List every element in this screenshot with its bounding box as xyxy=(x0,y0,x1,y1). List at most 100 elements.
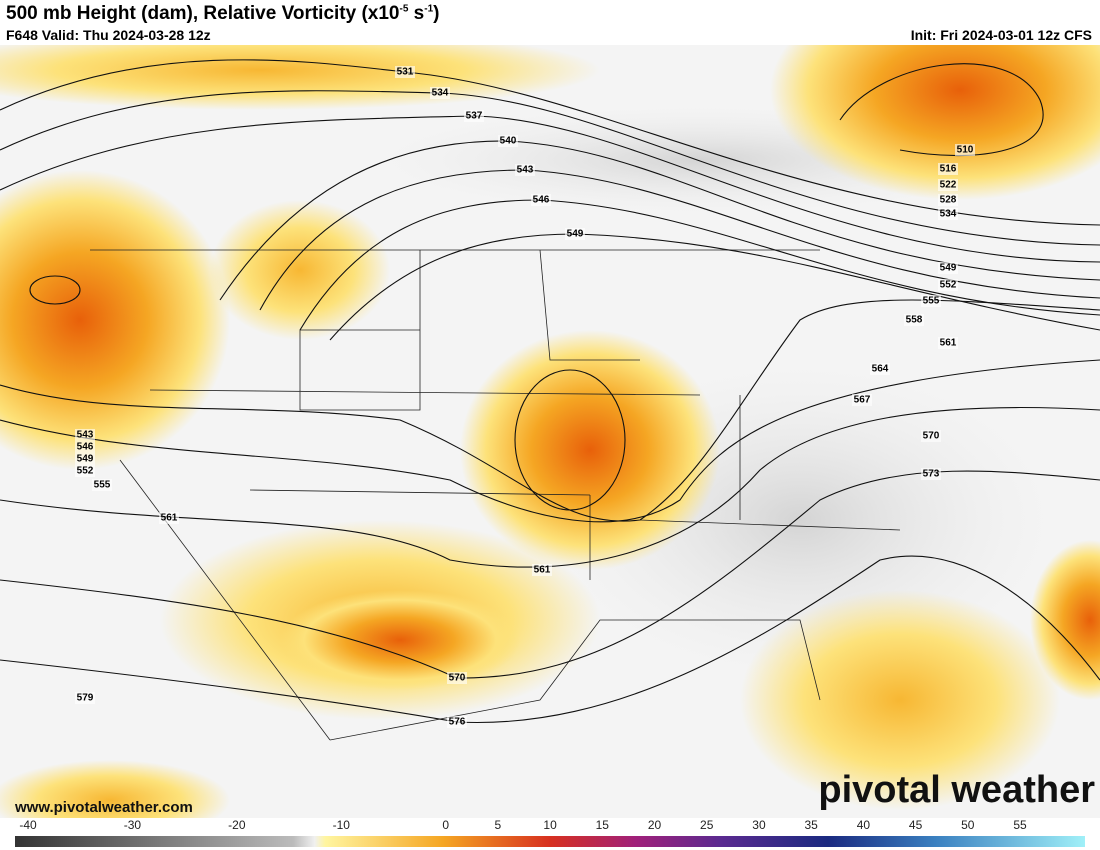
contour-label: 528 xyxy=(940,195,957,206)
title: 500 mb Height (dam), Relative Vorticity … xyxy=(6,3,440,25)
contour-labels: 5315345375405435465495105165225285345495… xyxy=(75,66,975,728)
contour xyxy=(219,140,1100,301)
label-bg xyxy=(921,468,941,480)
label-bg xyxy=(447,716,467,728)
contour-label: 534 xyxy=(432,88,449,99)
label-bg xyxy=(938,279,958,291)
website: www.pivotalweather.com xyxy=(14,799,193,816)
colorbar-tick-label: -20 xyxy=(228,818,246,832)
contour-label: 552 xyxy=(940,280,957,291)
contour xyxy=(0,555,1100,724)
contour xyxy=(29,275,81,305)
contour xyxy=(299,199,1100,331)
contour-label: 549 xyxy=(940,263,957,274)
contour-label: 549 xyxy=(567,229,584,240)
shading xyxy=(770,45,1100,200)
shading xyxy=(740,590,1060,810)
contour-label: 579 xyxy=(77,693,94,704)
contour-label: 570 xyxy=(923,431,940,442)
contour-label: 567 xyxy=(854,395,871,406)
contour-label: 555 xyxy=(94,480,111,491)
contour-label: 561 xyxy=(161,513,178,524)
contour-label: 543 xyxy=(77,430,94,441)
title-text: s xyxy=(408,3,425,24)
label-bg xyxy=(938,208,958,220)
shading xyxy=(1030,540,1100,700)
contour-label: 561 xyxy=(534,565,551,576)
label-bg xyxy=(870,363,890,375)
border xyxy=(90,249,901,741)
colorbar-tick-label: 55 xyxy=(1013,818,1027,832)
colorbar-tick-label: 30 xyxy=(752,818,766,832)
colorbar-tick-label: 45 xyxy=(909,818,923,832)
colorbar-tick-label: 0 xyxy=(442,818,449,832)
contour-label: 516 xyxy=(940,164,957,175)
contour-label: 552 xyxy=(77,466,94,477)
brand: pivotal weather xyxy=(818,769,1095,811)
contour-label: 534 xyxy=(940,209,957,220)
label-bg xyxy=(531,194,551,206)
colorbar-ticks: -40 -30 -20 -10 0 5 10 15 20 25 30 35 40 45 50 55 xyxy=(19,818,1027,832)
contour xyxy=(0,299,1100,522)
label-bg xyxy=(75,441,95,453)
contour-label: 543 xyxy=(517,165,534,176)
contour xyxy=(0,406,1100,568)
contour-label: 537 xyxy=(466,111,483,122)
colorbar-tick-label: 25 xyxy=(700,818,714,832)
shading xyxy=(210,200,390,340)
label-bg xyxy=(532,564,552,576)
colorbar-tick-label: 10 xyxy=(543,818,557,832)
label-bg xyxy=(75,692,95,704)
contour xyxy=(0,359,1100,523)
colorbar-tick-label: -10 xyxy=(333,818,351,832)
colorbar-tick-label: 35 xyxy=(804,818,818,832)
label-bg xyxy=(921,430,941,442)
contour-label: 546 xyxy=(77,442,94,453)
contour-label: 576 xyxy=(449,717,466,728)
title-exponent: -1 xyxy=(424,3,434,15)
valid-time: F648 Valid: Thu 2024-03-28 12z xyxy=(6,27,211,43)
colorbar xyxy=(15,836,1085,847)
shading xyxy=(0,760,230,818)
label-bg xyxy=(565,228,585,240)
contour-label: 510 xyxy=(957,145,974,156)
label-bg xyxy=(498,135,518,147)
label-bg xyxy=(75,465,95,477)
contour xyxy=(514,369,626,511)
colorbar-tick-label: 5 xyxy=(495,818,502,832)
contour-label: 549 xyxy=(77,454,94,465)
colorbar-tick-label: 15 xyxy=(596,818,610,832)
init-time: Init: Fri 2024-03-01 12z CFS xyxy=(910,27,1092,43)
colorbar-tick-label: 50 xyxy=(961,818,975,832)
contour-label: 570 xyxy=(449,673,466,684)
label-bg xyxy=(938,163,958,175)
label-bg xyxy=(955,144,975,156)
label-bg xyxy=(938,262,958,274)
contour-label: 573 xyxy=(923,469,940,480)
contour-label: 561 xyxy=(940,338,957,349)
contour xyxy=(0,59,1100,226)
contour-label: 531 xyxy=(397,67,414,78)
title-text: 500 mb Height (dam), Relative Vorticity … xyxy=(6,3,400,24)
contour xyxy=(839,63,1044,157)
colorbar-tick-label: -30 xyxy=(124,818,142,832)
title-text: ) xyxy=(433,3,440,24)
label-bg xyxy=(904,314,924,326)
label-bg xyxy=(430,87,450,99)
label-bg xyxy=(921,295,941,307)
label-bg xyxy=(938,179,958,191)
label-bg xyxy=(75,453,95,465)
label-bg xyxy=(464,110,484,122)
label-bg xyxy=(515,164,535,176)
shading xyxy=(0,170,230,470)
colorbar-tick-label: -40 xyxy=(19,818,37,832)
label-bg xyxy=(159,512,179,524)
contour-label: 546 xyxy=(533,195,550,206)
contour-label: 522 xyxy=(940,180,957,191)
contour-label: 540 xyxy=(500,136,517,147)
contour xyxy=(259,169,1100,311)
label-bg xyxy=(75,429,95,441)
